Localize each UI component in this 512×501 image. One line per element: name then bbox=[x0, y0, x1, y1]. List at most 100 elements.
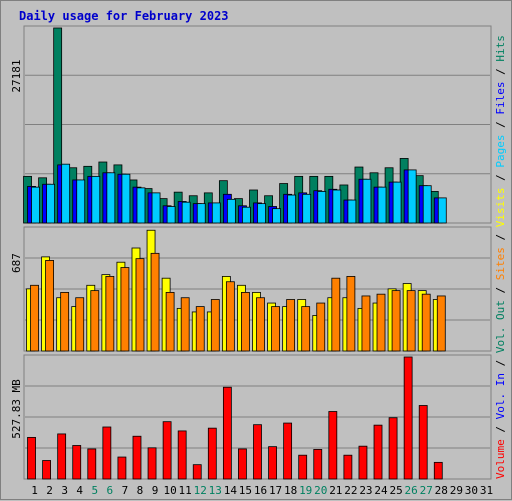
y-max-label-volume: 527.83 MB bbox=[10, 379, 23, 439]
x-tick-label-day-27: 27 bbox=[420, 484, 433, 497]
x-tick-label-day-18: 18 bbox=[284, 484, 297, 497]
bar-volume-day-18 bbox=[283, 422, 293, 480]
x-tick-label-day-3: 3 bbox=[61, 484, 68, 497]
bar-pages-day-8 bbox=[136, 187, 146, 224]
bar-pages-day-15 bbox=[242, 206, 251, 224]
bar-volume-day-12 bbox=[192, 464, 202, 480]
x-tick-label-day-23: 23 bbox=[359, 484, 372, 497]
bar-volume-day-1 bbox=[27, 436, 36, 480]
x-tick-label-day-12: 12 bbox=[194, 484, 207, 497]
bar-sites-day-3 bbox=[60, 291, 70, 352]
bar-volume-day-19 bbox=[298, 454, 308, 480]
bar-volume-day-4 bbox=[72, 445, 82, 480]
bar-volume-day-21 bbox=[328, 411, 338, 480]
bar-pages-day-11 bbox=[181, 201, 191, 224]
x-tick-label-day-2: 2 bbox=[46, 484, 53, 497]
legend-entry: / bbox=[494, 227, 507, 247]
legend-entry: Visits bbox=[494, 188, 507, 228]
bar-sites-day-7 bbox=[120, 267, 130, 352]
legend-entry: Sites bbox=[494, 247, 507, 280]
bar-pages-day-1 bbox=[31, 186, 40, 224]
x-tick-label-day-14: 14 bbox=[224, 484, 238, 497]
bar-pages-day-27 bbox=[422, 185, 432, 224]
bar-sites-day-27 bbox=[421, 293, 431, 352]
bar-sites-day-1 bbox=[30, 284, 39, 352]
y-max-label-hits-files-pages: 27181 bbox=[10, 59, 23, 92]
x-tick-label-day-11: 11 bbox=[179, 484, 192, 497]
bar-sites-day-10 bbox=[165, 291, 175, 352]
bar-pages-day-9 bbox=[151, 192, 161, 224]
bar-pages-day-13 bbox=[211, 202, 221, 224]
legend-entry: Vol. In bbox=[494, 373, 507, 419]
legend: Volume / Vol. In / Vol. Out / Sites / Vi… bbox=[494, 35, 507, 479]
bar-pages-day-22 bbox=[347, 199, 357, 224]
bar-pages-day-7 bbox=[121, 173, 131, 224]
bar-sites-day-26 bbox=[406, 290, 416, 352]
bar-sites-day-28 bbox=[436, 295, 446, 352]
legend-entry: / bbox=[494, 353, 507, 373]
legend-entry: / bbox=[494, 419, 507, 439]
bar-pages-day-5 bbox=[91, 175, 101, 224]
bar-volume-day-11 bbox=[177, 430, 187, 480]
bar-pages-day-26 bbox=[407, 169, 417, 224]
x-tick-label-day-19: 19 bbox=[299, 484, 312, 497]
bar-sites-day-12 bbox=[195, 306, 205, 352]
bar-sites-day-21 bbox=[331, 277, 341, 352]
bar-sites-day-16 bbox=[256, 297, 265, 352]
bar-pages-day-24 bbox=[377, 186, 387, 224]
x-tick-label-day-4: 4 bbox=[76, 484, 83, 497]
x-tick-label-day-25: 25 bbox=[389, 484, 402, 497]
bar-pages-day-12 bbox=[196, 203, 206, 224]
bar-pages-day-17 bbox=[272, 208, 281, 224]
bar-volume-day-16 bbox=[253, 424, 262, 480]
legend-entry: / bbox=[494, 115, 507, 135]
bar-volume-day-14 bbox=[222, 386, 232, 480]
bar-volume-day-15 bbox=[238, 448, 247, 480]
legend-entry: / bbox=[494, 168, 507, 188]
bar-sites-day-6 bbox=[105, 276, 115, 352]
bar-sites-day-23 bbox=[361, 295, 371, 352]
bar-volume-day-28 bbox=[433, 461, 443, 480]
bar-sites-day-14 bbox=[225, 281, 235, 352]
bar-sites-day-8 bbox=[135, 258, 145, 352]
x-tick-label-day-29: 29 bbox=[450, 484, 463, 497]
bar-sites-day-19 bbox=[301, 306, 311, 352]
bar-sites-day-17 bbox=[271, 306, 280, 352]
bar-sites-day-5 bbox=[90, 290, 100, 352]
bar-sites-day-13 bbox=[210, 299, 220, 352]
bar-volume-day-9 bbox=[147, 447, 157, 480]
bar-volume-day-3 bbox=[57, 433, 67, 480]
bar-pages-day-6 bbox=[106, 172, 116, 224]
bar-sites-day-25 bbox=[391, 290, 401, 352]
legend-entry: / bbox=[494, 280, 507, 300]
bar-volume-day-17 bbox=[268, 446, 277, 480]
legend-entry: Pages bbox=[494, 135, 507, 168]
x-tick-label-day-1: 1 bbox=[31, 484, 38, 497]
bar-sites-day-15 bbox=[241, 291, 250, 352]
x-tick-label-day-15: 15 bbox=[239, 484, 252, 497]
legend-entry: Volume bbox=[494, 439, 507, 479]
bar-volume-day-2 bbox=[42, 460, 51, 480]
x-tick-label-day-6: 6 bbox=[107, 484, 114, 497]
x-tick-label-day-28: 28 bbox=[435, 484, 448, 497]
y-max-label-visits-sites: 687 bbox=[10, 253, 23, 273]
x-tick-label-day-21: 21 bbox=[329, 484, 342, 497]
x-tick-label-day-16: 16 bbox=[254, 484, 267, 497]
bar-volume-day-20 bbox=[313, 449, 323, 480]
x-tick-label-day-9: 9 bbox=[152, 484, 159, 497]
bar-pages-day-20 bbox=[317, 191, 327, 224]
bar-sites-day-2 bbox=[45, 260, 54, 352]
legend-entry: / bbox=[494, 62, 507, 82]
x-tick-label-day-8: 8 bbox=[137, 484, 144, 497]
bar-volume-day-24 bbox=[373, 424, 383, 480]
bar-sites-day-24 bbox=[376, 293, 386, 352]
bar-volume-day-25 bbox=[388, 417, 398, 480]
bar-pages-day-19 bbox=[302, 193, 312, 224]
bar-volume-day-5 bbox=[87, 448, 97, 480]
bar-pages-day-14 bbox=[226, 198, 236, 224]
bar-sites-day-22 bbox=[346, 276, 356, 352]
bar-volume-day-26 bbox=[403, 356, 413, 480]
x-tick-label-day-24: 24 bbox=[374, 484, 388, 497]
